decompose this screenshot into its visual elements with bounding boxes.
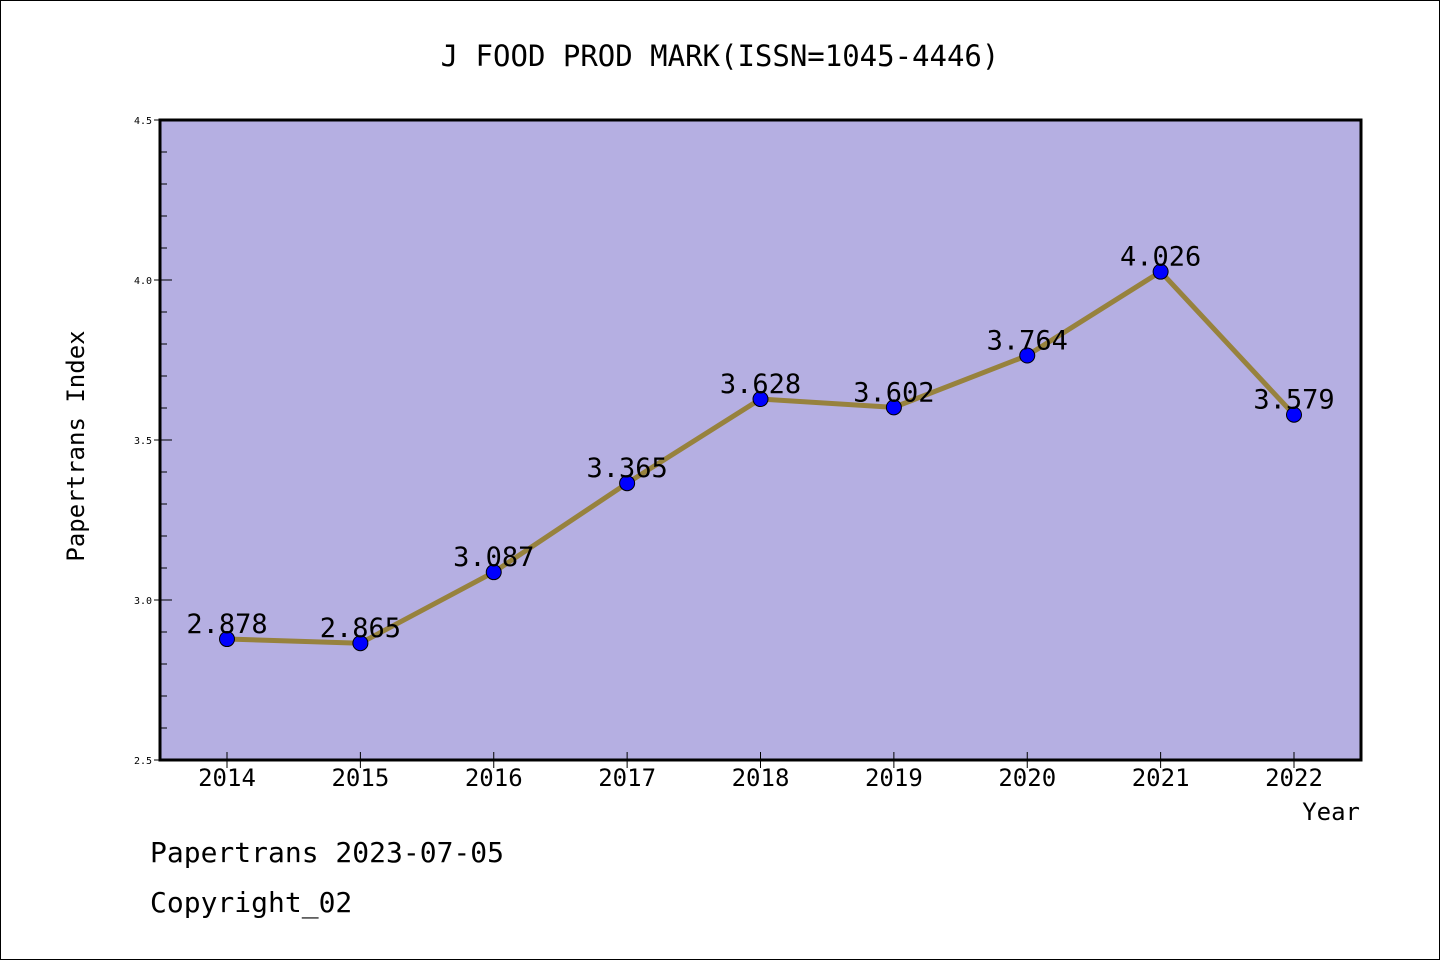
data-point: [219, 631, 235, 648]
x-tick-label: 2019: [865, 764, 923, 792]
y-tick-label: 4.5: [134, 116, 152, 127]
data-label: 2.878: [186, 609, 267, 640]
x-tick-label: 2020: [998, 764, 1056, 792]
x-tick-label: 2018: [732, 764, 790, 792]
y-axis-label: Papertrans Index: [62, 330, 90, 561]
data-labels: 2.878 2.865 3.087 3.365 3.628 3.602 3.764 4.026…: [186, 242, 1334, 645]
y-tick-label: 3.5: [134, 436, 152, 447]
data-label: 3.628: [720, 369, 801, 400]
x-axis-ticks: 2014 2015 2016 2017 2018 2019 2020 2021 2022: [198, 752, 1323, 792]
data-points: [219, 263, 1302, 652]
data-point: [885, 399, 902, 416]
chart-title: J FOOD PROD MARK(ISSN=1045-4446): [441, 39, 1000, 73]
data-point: [485, 564, 502, 581]
data-label: 3.602: [853, 377, 934, 408]
data-point: [752, 391, 769, 408]
data-label: 3.579: [1253, 385, 1334, 416]
x-tick-label: 2014: [198, 764, 256, 792]
data-point: [352, 635, 369, 652]
data-point: [1152, 263, 1169, 280]
data-label: 2.865: [320, 613, 401, 644]
x-tick-label: 2015: [331, 764, 389, 792]
y-tick-label: 3.0: [134, 596, 152, 607]
y-tick-label: 2.5: [134, 756, 152, 767]
data-point: [1286, 406, 1302, 423]
data-point: [1019, 347, 1036, 364]
footer-date: Papertrans 2023-07-05: [150, 836, 505, 869]
data-label: 3.365: [586, 453, 667, 484]
data-label: 4.026: [1120, 242, 1201, 273]
x-tick-label: 2016: [465, 764, 523, 792]
plot-area: [160, 120, 1361, 760]
footer-copyright: Copyright_02: [150, 886, 353, 919]
data-point: [619, 475, 636, 492]
x-axis-label: Year: [1302, 798, 1360, 826]
x-tick-label: 2017: [598, 764, 656, 792]
data-label: 3.764: [987, 326, 1068, 357]
x-tick-label: 2022: [1265, 764, 1323, 792]
x-tick-label: 2021: [1132, 764, 1190, 792]
y-tick-label: 4.0: [134, 276, 152, 287]
plot-border: [158, 118, 1363, 762]
data-label: 3.087: [453, 542, 534, 573]
